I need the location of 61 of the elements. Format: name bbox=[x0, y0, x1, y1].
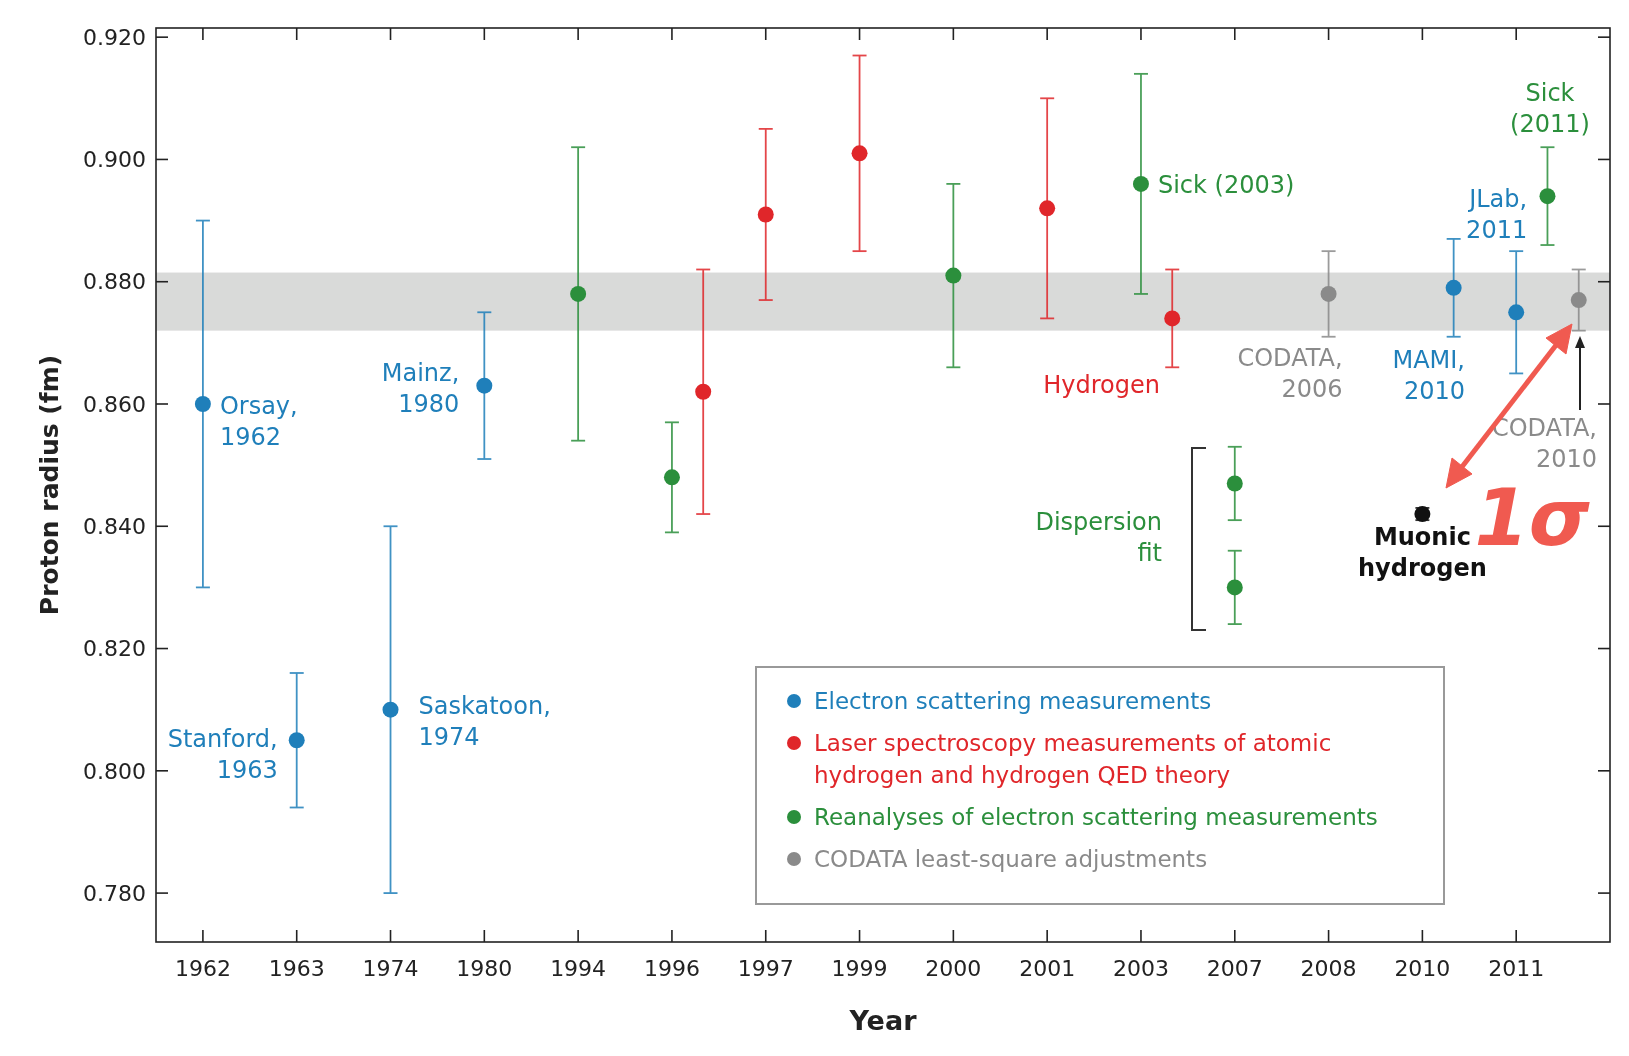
x-tick-label: 2000 bbox=[925, 956, 982, 981]
annotation: CODATA, 2006 bbox=[1237, 343, 1343, 403]
y-tick-label: 0.800 bbox=[83, 758, 146, 784]
annotation: JLab, 2011 bbox=[1466, 185, 1528, 245]
point bbox=[194, 395, 211, 412]
y-tick-label: 0.860 bbox=[83, 391, 146, 417]
legend-label: Reanalyses of electron scattering measurements bbox=[814, 804, 1378, 830]
y-tick-label: 0.780 bbox=[83, 880, 146, 906]
point bbox=[663, 469, 680, 486]
legend-label: Electron scattering measurements bbox=[814, 688, 1212, 714]
annotation: Dispersion fit bbox=[1035, 508, 1162, 567]
x-tick-label: 2011 bbox=[1488, 956, 1545, 981]
legend-label: Laser spectroscopy measurements of atomic hydrogen and hydrogen QED theory bbox=[814, 730, 1332, 788]
annotation: Mainz, 1980 bbox=[381, 358, 460, 418]
x-tick-label: 1980 bbox=[456, 956, 513, 981]
point bbox=[1539, 188, 1556, 205]
x-tick-label: 1996 bbox=[643, 956, 700, 981]
x-tick-label: 2007 bbox=[1206, 956, 1263, 981]
point bbox=[1039, 200, 1056, 217]
point bbox=[1164, 310, 1181, 327]
y-tick-label: 0.840 bbox=[83, 513, 146, 539]
x-tick-label: 2001 bbox=[1019, 956, 1076, 981]
y-tick-label: 0.920 bbox=[83, 24, 146, 50]
point bbox=[288, 732, 305, 749]
annotation: CODATA, 2010 bbox=[1491, 414, 1597, 473]
point bbox=[1445, 279, 1462, 296]
point bbox=[476, 377, 493, 394]
x-tick-label: 1963 bbox=[268, 956, 325, 981]
point bbox=[695, 383, 712, 400]
x-tick-label: 2010 bbox=[1394, 956, 1451, 981]
y-tick-label: 0.820 bbox=[83, 636, 146, 662]
point bbox=[1226, 475, 1243, 492]
x-tick-label: 1974 bbox=[362, 956, 419, 981]
legend-label: CODATA least-square adjustments bbox=[814, 846, 1208, 872]
x-tick-label: 1997 bbox=[737, 956, 794, 981]
annotation: MAMI, 2010 bbox=[1392, 346, 1465, 405]
point bbox=[1132, 175, 1149, 192]
x-axis-title: Year bbox=[848, 1005, 918, 1036]
annotation: Stanford, 1963 bbox=[167, 725, 278, 785]
point bbox=[851, 145, 868, 162]
annotation: Sick (2011) bbox=[1510, 79, 1590, 138]
annotation: Hydrogen bbox=[1043, 371, 1160, 399]
point bbox=[1320, 285, 1337, 302]
annotation: Sick (2003) bbox=[1157, 170, 1295, 199]
point bbox=[570, 285, 587, 302]
y-axis-title: Proton radius (fm) bbox=[35, 354, 64, 616]
x-tick-label: 1999 bbox=[831, 956, 888, 981]
y-tick-label: 0.880 bbox=[83, 269, 146, 295]
y-tick-label: 0.900 bbox=[83, 147, 146, 173]
point bbox=[382, 701, 399, 718]
x-tick-label: 2008 bbox=[1300, 956, 1357, 981]
x-tick-label: 1962 bbox=[174, 956, 231, 981]
point bbox=[757, 206, 774, 223]
annotation: Orsay, 1962 bbox=[219, 391, 298, 451]
point bbox=[1508, 304, 1525, 321]
point bbox=[1226, 579, 1243, 596]
point bbox=[945, 267, 962, 284]
annotation: Saskatoon, 1974 bbox=[418, 691, 551, 751]
x-tick-label: 2003 bbox=[1112, 956, 1169, 981]
point bbox=[1570, 292, 1587, 309]
x-tick-label: 1994 bbox=[550, 956, 607, 981]
